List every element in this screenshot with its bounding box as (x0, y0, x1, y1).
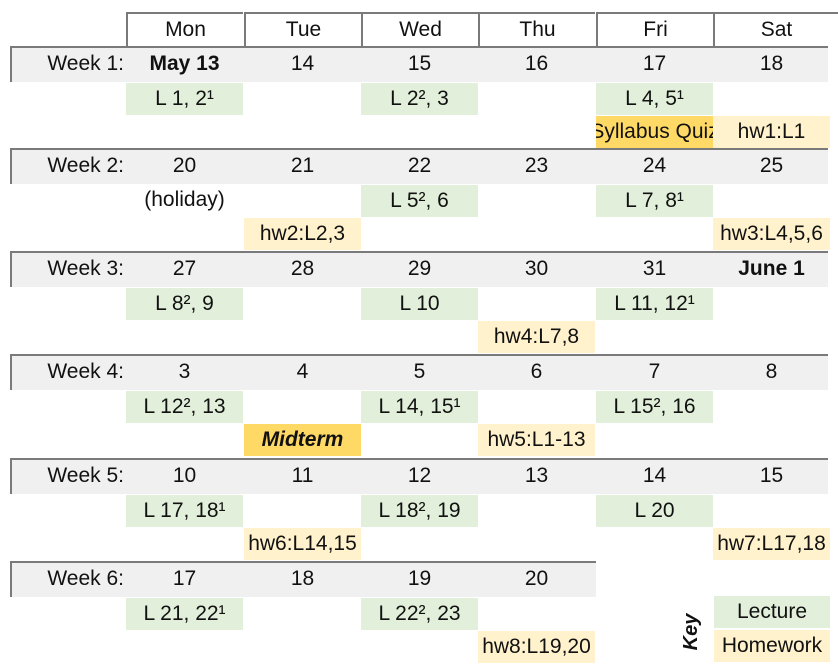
key-title: Key (679, 613, 702, 651)
holiday-note: (holiday) (144, 188, 225, 211)
key-lecture: Lecture (714, 596, 830, 628)
date-cell: 17 (172, 567, 197, 590)
date-cell: June 1 (738, 257, 805, 280)
date-cell: 7 (648, 360, 661, 383)
lecture-cell: L 14, 15¹ (361, 391, 478, 423)
homework-cell: hw7:L17,18 (713, 528, 830, 560)
date-cell: 23 (524, 154, 549, 177)
homework-cell: hw6:L14,15 (244, 528, 361, 560)
homework-cell: hw8:L19,20 (478, 631, 595, 663)
date-cell: 19 (407, 567, 432, 590)
date-cell: 20 (524, 567, 549, 590)
day-header-tue: Tue (244, 12, 361, 46)
date-cell: 8 (765, 360, 778, 383)
date-cell: 14 (642, 464, 667, 487)
key-homework: Homework (714, 630, 830, 662)
lecture-cell: L 17, 18¹ (126, 495, 243, 527)
lecture-cell: L 7, 8¹ (596, 185, 713, 217)
date-cell: 10 (172, 464, 197, 487)
week-label: Week 4: (47, 360, 124, 383)
homework-cell: hw1:L1 (713, 116, 830, 148)
date-cell: 11 (291, 464, 314, 487)
lecture-cell: L 18², 19 (361, 495, 478, 527)
week-label: Week 1: (47, 52, 124, 75)
lecture-cell: L 5², 6 (361, 185, 478, 217)
lecture-cell: L 11, 12¹ (596, 288, 713, 320)
day-header-sat: Sat (713, 12, 838, 46)
date-cell: 25 (759, 154, 784, 177)
lecture-cell: L 20 (596, 495, 713, 527)
date-cell: 18 (759, 52, 784, 75)
week-row (10, 46, 828, 82)
lecture-cell: L 21, 22¹ (126, 598, 243, 630)
date-cell: 5 (413, 360, 426, 383)
date-cell: 15 (407, 52, 432, 75)
date-cell: May 13 (149, 52, 220, 75)
lecture-cell: L 15², 16 (596, 391, 713, 423)
day-header-fri: Fri (596, 12, 713, 46)
day-header-wed: Wed (361, 12, 478, 46)
homework-cell: hw4:L7,8 (478, 321, 595, 353)
date-cell: 16 (524, 52, 549, 75)
date-cell: 27 (172, 257, 197, 280)
date-cell: 6 (530, 360, 543, 383)
quiz-cell: Syllabus Quiz (596, 116, 713, 148)
date-cell: 17 (642, 52, 667, 75)
date-cell: 30 (524, 257, 549, 280)
day-header-thu: Thu (478, 12, 595, 46)
homework-cell: hw2:L2,3 (244, 218, 361, 250)
date-cell: 20 (172, 154, 197, 177)
date-cell: 28 (290, 257, 315, 280)
homework-cell: hw5:L1-13 (478, 424, 595, 456)
lecture-cell: L 22², 23 (361, 598, 478, 630)
lecture-cell: L 1, 2¹ (126, 83, 243, 115)
date-cell: 13 (524, 464, 549, 487)
week-row (10, 148, 828, 184)
date-cell: 22 (407, 154, 432, 177)
date-cell: 12 (407, 464, 432, 487)
date-cell: 31 (642, 257, 667, 280)
week-row (10, 561, 596, 597)
lecture-cell: L 10 (361, 288, 478, 320)
midterm-cell: Midterm (244, 424, 361, 456)
week-row (10, 458, 828, 494)
lecture-cell: L 2², 3 (361, 83, 478, 115)
week-label: Week 5: (47, 464, 124, 487)
week-label: Week 3: (47, 257, 124, 280)
date-cell: 14 (290, 52, 315, 75)
date-cell: 24 (642, 154, 667, 177)
date-cell: 21 (290, 154, 315, 177)
date-cell: 29 (407, 257, 432, 280)
date-cell: 18 (290, 567, 315, 590)
lecture-cell: L 8², 9 (126, 288, 243, 320)
homework-cell: hw3:L4,5,6 (713, 218, 830, 250)
date-cell: 15 (759, 464, 784, 487)
lecture-cell: L 4, 5¹ (596, 83, 713, 115)
day-header-mon: Mon (126, 12, 243, 46)
date-cell: 3 (178, 360, 191, 383)
lecture-cell: L 12², 13 (126, 391, 243, 423)
date-cell: 4 (296, 360, 309, 383)
week-row (10, 251, 828, 287)
week-row (10, 354, 828, 390)
week-label: Week 6: (47, 567, 124, 590)
week-label: Week 2: (47, 154, 124, 177)
